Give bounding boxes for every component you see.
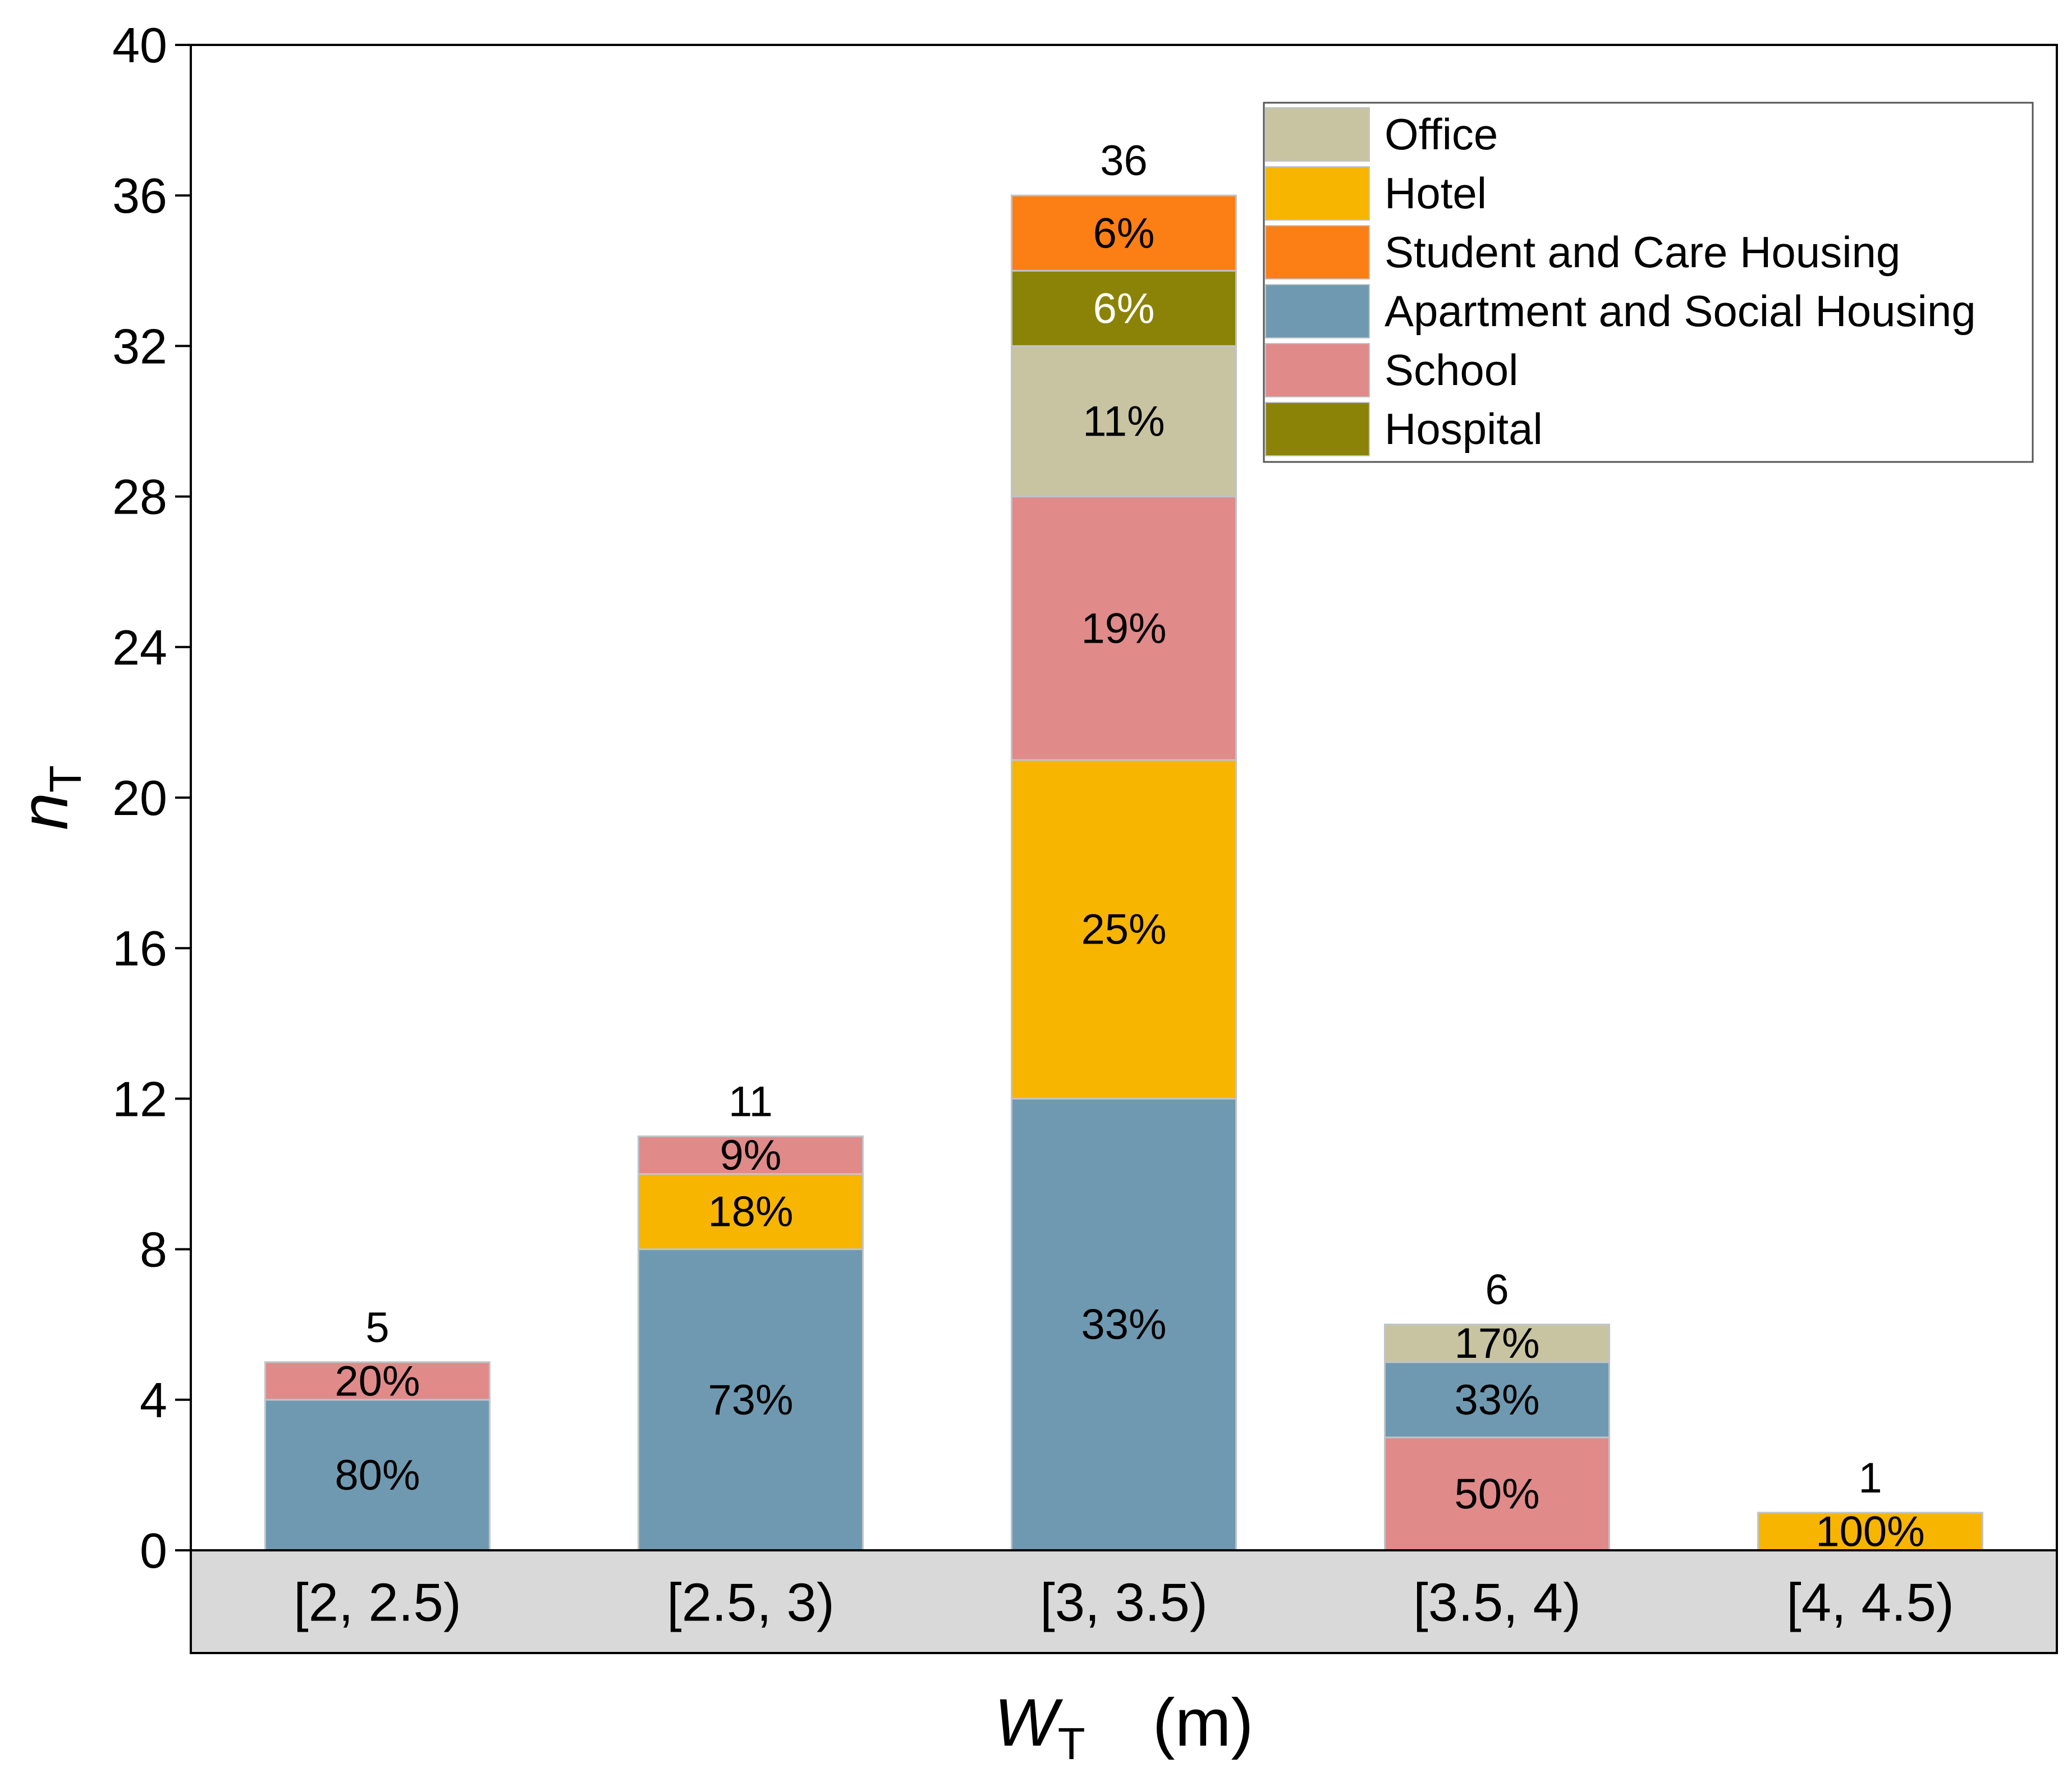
bar-segment [1011, 269, 1237, 347]
legend: Office Hotel Student and Care Housing Apart… [1263, 102, 2034, 463]
bar-total-label: 1 [1858, 1454, 1882, 1502]
legend-swatch [1265, 343, 1370, 397]
y-tick-label: 0 [140, 1523, 167, 1578]
x-axis-title-unit: (m) [1085, 1685, 1254, 1760]
legend-swatch [1265, 284, 1370, 338]
y-tick-label: 24 [112, 620, 167, 675]
x-axis-category-labels: [2, 2.5) [2.5, 3) [3, 3.5) [3.5, 4) [4, 4.5) [294, 1573, 1954, 1633]
y-tick-label: 20 [112, 770, 167, 826]
y-tick-label: 12 [112, 1071, 167, 1127]
legend-label: Hospital [1385, 404, 1543, 454]
segment-percent-label: 20% [334, 1357, 420, 1405]
segment-percent-label: 6% [1093, 209, 1155, 257]
y-axis-ticks: 0 4 8 12 16 20 24 28 32 36 40 [112, 17, 191, 1578]
x-category-label: [2.5, 3) [667, 1573, 835, 1633]
bar-total-label: 5 [365, 1304, 389, 1352]
y-axis-title: nT [7, 765, 90, 830]
legend-swatch [1265, 402, 1370, 456]
x-category-label: [2, 2.5) [294, 1573, 461, 1633]
legend-label: Apartment and Social Housing [1385, 286, 1976, 336]
legend-label: School [1385, 345, 1519, 395]
legend-label: Student and Care Housing [1385, 227, 1900, 277]
bars: 80% 20% 5 73% 18% 9% 11 33% 25% 19% 11% 6% 6% 36 50% 33… [264, 137, 1983, 1555]
bar-segment [1011, 345, 1237, 498]
segment-percent-label: 73% [708, 1376, 793, 1424]
y-tick-label: 16 [112, 921, 167, 976]
legend-swatch [1265, 225, 1370, 280]
y-axis-title-sub: T [40, 765, 90, 793]
legend-label: Hotel [1385, 168, 1487, 218]
bar-segment [638, 1135, 864, 1175]
x-axis-title-sub: T [1058, 1719, 1085, 1769]
bar-total-label: 36 [1100, 137, 1148, 185]
x-axis-title-main: W [994, 1685, 1063, 1760]
legend-swatch [1265, 166, 1370, 221]
segment-percent-label: 25% [1081, 906, 1166, 954]
plot-frame [190, 44, 2058, 1654]
segment-percent-label: 18% [708, 1188, 793, 1236]
y-tick-label: 40 [112, 17, 167, 73]
segment-percent-label: 100% [1816, 1508, 1924, 1555]
segment-percent-label: 50% [1454, 1470, 1539, 1518]
bar-segment [1384, 1361, 1610, 1439]
bar-segment [638, 1248, 864, 1551]
segment-percent-label: 6% [1093, 285, 1155, 332]
bar-segment [264, 1361, 491, 1401]
bar-segment [1011, 496, 1237, 761]
bar-segment [1011, 759, 1237, 1100]
legend-swatch [1265, 107, 1370, 162]
y-axis-title-main: n [7, 793, 82, 830]
y-tick-label: 28 [112, 469, 167, 525]
y-tick-label: 8 [140, 1222, 167, 1278]
category-band [191, 1550, 2057, 1653]
legend-label: Office [1385, 109, 1498, 159]
segment-percent-label: 19% [1081, 605, 1166, 652]
bar-segment [264, 1399, 491, 1551]
segment-percent-label: 80% [334, 1452, 420, 1499]
y-tick-label: 32 [112, 318, 167, 374]
segment-percent-label: 33% [1454, 1376, 1539, 1424]
bar-segment [1011, 1097, 1237, 1551]
segment-percent-label: 9% [720, 1132, 782, 1179]
segment-percent-label: 17% [1454, 1320, 1539, 1367]
bar-segment [1011, 194, 1237, 272]
segment-percent-label: 11% [1083, 398, 1165, 446]
bar-total-label: 11 [728, 1078, 773, 1125]
bar-total-label: 6 [1485, 1266, 1509, 1314]
legend-box [1263, 102, 2034, 463]
x-category-label: [3.5, 4) [1413, 1573, 1581, 1633]
x-category-label: [4, 4.5) [1786, 1573, 1954, 1633]
bar-segment [1384, 1324, 1610, 1363]
y-tick-label: 36 [112, 168, 167, 223]
x-axis-title: WT (m) [994, 1685, 1253, 1769]
y-tick-label: 4 [140, 1372, 167, 1428]
bar-segment [638, 1173, 864, 1251]
segment-percent-label: 33% [1081, 1301, 1166, 1349]
bar-segment [1757, 1512, 1983, 1551]
x-category-label: [3, 3.5) [1040, 1573, 1208, 1633]
